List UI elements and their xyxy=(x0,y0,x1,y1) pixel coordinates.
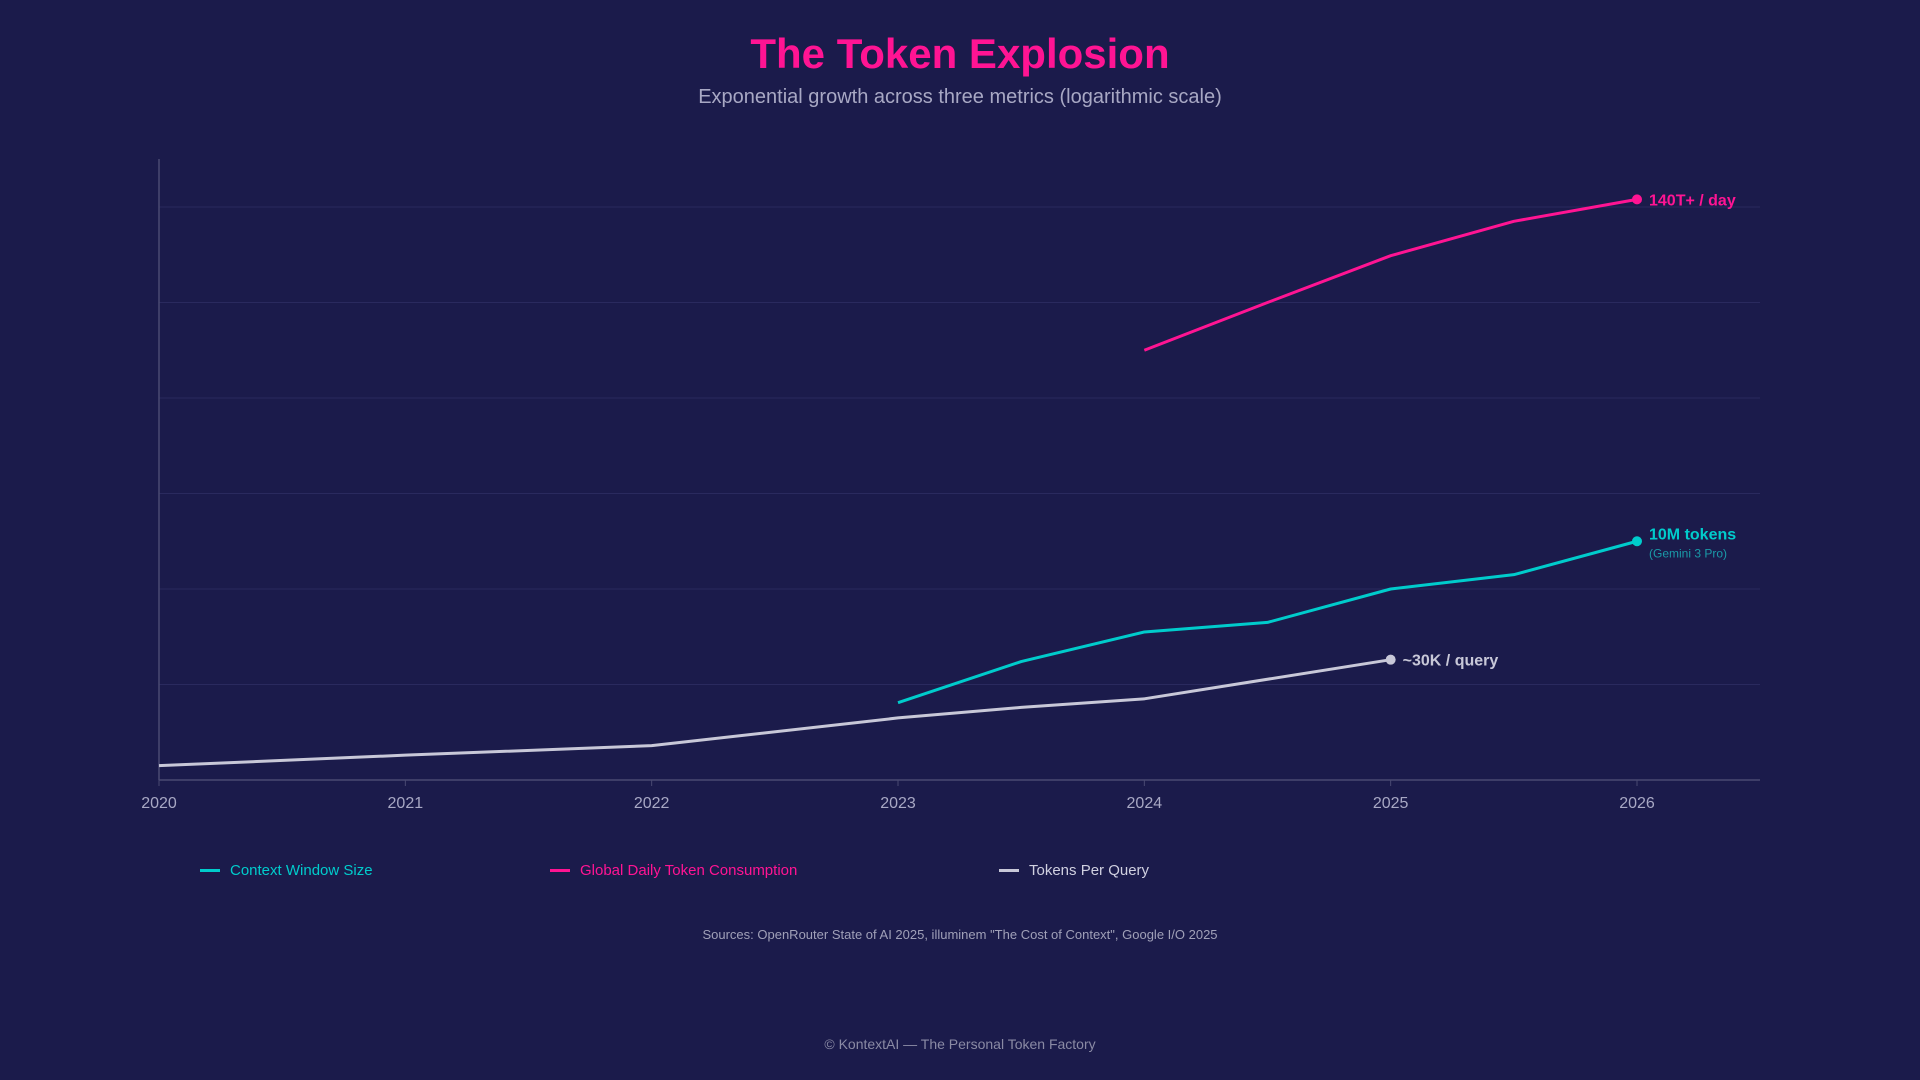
legend-item-tokens-per-query[interactable]: Tokens Per Query xyxy=(999,862,1149,879)
series-end-label: 10M tokens xyxy=(1649,526,1736,543)
legend-swatch xyxy=(999,869,1019,872)
x-tick-label: 2021 xyxy=(388,795,424,812)
chart-title: The Token Explosion xyxy=(750,30,1170,77)
series-line-2 xyxy=(158,658,1391,768)
chart-subtitle: Exponential growth across three metrics … xyxy=(698,86,1222,108)
series-endpoint-2 xyxy=(1385,654,1396,665)
x-tick-label: 2023 xyxy=(880,795,916,812)
series-endpoint-1 xyxy=(1632,194,1642,205)
series-end-label: ~30K / query xyxy=(1403,653,1499,670)
x-tick-label: 2020 xyxy=(141,795,177,812)
series-line-0 xyxy=(897,539,1638,705)
legend-swatch xyxy=(200,869,220,872)
legend-swatch xyxy=(550,869,570,872)
x-tick-label: 2024 xyxy=(1127,795,1163,812)
series-line-1 xyxy=(1143,197,1638,352)
legend-item-global-daily[interactable]: Global Daily Token Consumption xyxy=(550,862,797,879)
series-end-sublabel: (Gemini 3 Pro) xyxy=(1649,546,1727,560)
footer: © KontextAI — The Personal Token Factory xyxy=(824,1036,1096,1052)
legend-label: Context Window Size xyxy=(230,862,373,879)
legend-label: Global Daily Token Consumption xyxy=(580,862,798,879)
x-tick-label: 2026 xyxy=(1619,795,1655,812)
series-endpoint-0 xyxy=(1632,536,1642,547)
legend-label: Tokens Per Query xyxy=(1029,862,1150,879)
legend-item-context-window[interactable]: Context Window Size xyxy=(200,862,373,879)
series-end-label: 140T+ / day xyxy=(1649,192,1736,209)
sources-note: Sources: OpenRouter State of AI 2025, il… xyxy=(702,927,1218,942)
x-tick-label: 2025 xyxy=(1373,795,1409,812)
x-tick-label: 2022 xyxy=(634,795,670,812)
